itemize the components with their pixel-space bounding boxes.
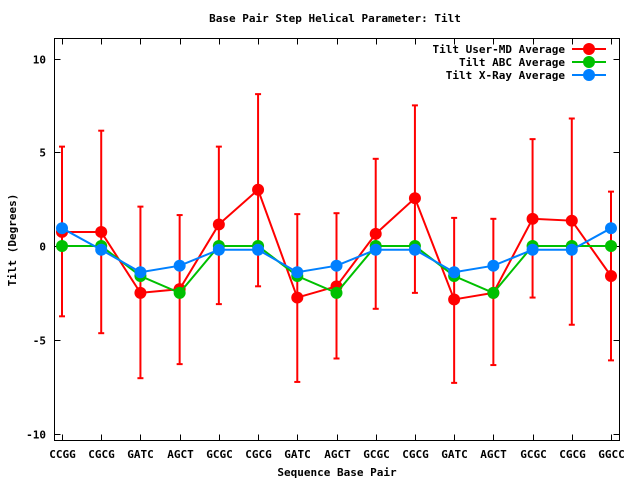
data-point [487,259,500,272]
y-axis-label: Tilt (Degrees) [6,194,19,287]
x-tick-label: GCGC [363,448,390,461]
axes: -10 -5 0 5 10 CCGG CGCG GATC AGCT GCGC CGCG GATC AGC… [26,38,625,461]
x-axis-label: Sequence Base Pair [277,466,397,479]
data-point [565,214,578,227]
legend-marker [583,43,595,55]
legend-label: Tilt X-Ray Average [446,69,566,82]
x-tick-label: CGCG [88,448,115,461]
data-point [487,286,500,299]
series-tilt-user-md-average [59,93,614,384]
data-point [408,192,421,205]
data-point [330,259,343,272]
series-layer [56,93,617,384]
data-point [252,183,265,196]
data-point [526,243,539,256]
data-point [134,286,147,299]
legend-marker [583,69,595,81]
y-tick-label: -5 [33,335,46,348]
x-tick-label: GCGC [206,448,233,461]
data-point [605,240,617,252]
x-tick-label: GGCC [598,448,625,461]
x-tick-label: CGCG [559,448,586,461]
data-point [369,243,382,256]
data-point [173,259,186,272]
data-point [369,227,382,240]
x-tick-label: AGCT [167,448,194,461]
data-point [95,243,108,256]
data-point [291,266,304,279]
chart-title: Base Pair Step Helical Parameter: Tilt [209,12,461,25]
data-point [605,222,617,235]
x-tick-label: CGCG [245,448,272,461]
y-tick-label: 5 [39,147,46,160]
data-point [56,240,68,252]
data-point [134,266,147,279]
legend-label: Tilt User-MD Average [433,43,566,56]
y-tick-label: -10 [26,429,46,442]
legend-label: Tilt ABC Average [459,56,565,69]
x-tick-label: GATC [284,448,311,461]
data-point [448,266,461,279]
legend-marker [583,56,595,68]
data-point [252,243,265,256]
x-tick-label: CGCG [402,448,429,461]
data-point [526,212,539,225]
data-point [212,243,225,256]
x-tick-label: GCGC [520,448,547,461]
data-point [212,218,225,231]
data-point [291,291,304,304]
data-point [56,222,68,235]
data-point [565,243,578,256]
data-point [173,286,186,299]
data-point [448,293,461,306]
y-tick-label: 0 [39,241,46,254]
y-tick-label: 10 [33,54,46,67]
x-tick-label: CCGG [49,448,76,461]
data-point [330,286,343,299]
data-point [408,243,421,256]
x-tick-label: AGCT [324,448,351,461]
data-point [605,270,617,282]
series-marks [56,222,617,279]
x-tick-label: GATC [441,448,468,461]
data-point [95,225,108,238]
x-tick-label: AGCT [480,448,507,461]
x-tick-label: GATC [127,448,154,461]
